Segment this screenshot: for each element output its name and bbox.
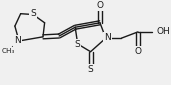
Text: S: S <box>30 9 36 18</box>
Text: N: N <box>104 33 110 42</box>
Text: O: O <box>135 47 141 56</box>
Text: O: O <box>96 1 103 10</box>
Text: OH: OH <box>156 27 170 36</box>
Text: CH₃: CH₃ <box>1 48 15 54</box>
Text: S: S <box>88 65 93 74</box>
Text: N: N <box>14 36 21 45</box>
Text: S: S <box>74 40 80 49</box>
